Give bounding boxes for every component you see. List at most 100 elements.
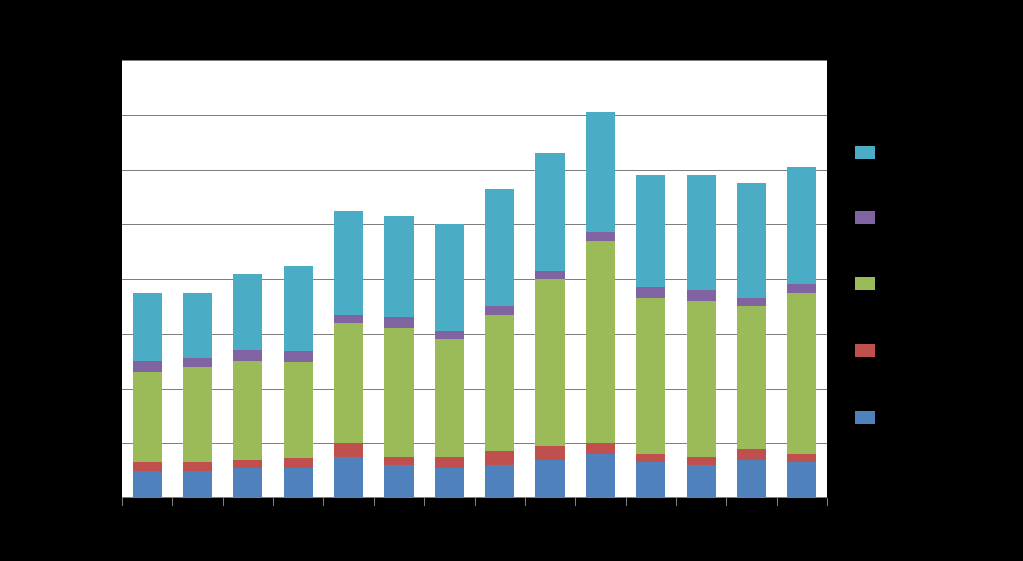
bar-segment-s3	[183, 367, 212, 463]
legend-swatch-s2	[855, 344, 875, 357]
x-tick	[273, 498, 274, 506]
bars-container	[122, 60, 827, 498]
bar-segment-s5	[133, 293, 162, 361]
x-tick	[525, 498, 526, 506]
bar-segment-s3	[485, 315, 514, 452]
bar-segment-s4	[233, 350, 262, 361]
bar-segment-s4	[133, 361, 162, 372]
bar-segment-s1	[133, 471, 162, 498]
bar-segment-s2	[435, 457, 464, 468]
bar-segment-s3	[435, 339, 464, 457]
bar	[636, 175, 665, 498]
bar-segment-s2	[133, 462, 162, 470]
x-tick	[424, 498, 425, 506]
bar-segment-s4	[737, 298, 766, 306]
legend-swatch-s1	[855, 411, 875, 424]
bar-segment-s5	[687, 175, 716, 290]
bar-segment-s2	[384, 457, 413, 465]
bar-segment-s3	[535, 279, 564, 446]
bar-segment-s4	[183, 358, 212, 366]
plot-inner	[122, 60, 827, 498]
page	[0, 0, 1023, 561]
bar-segment-s3	[687, 301, 716, 457]
x-tick	[626, 498, 627, 506]
x-tick	[726, 498, 727, 506]
legend-swatch-s5	[855, 146, 875, 159]
bar-segment-s1	[535, 460, 564, 498]
bar-segment-s3	[586, 241, 615, 444]
bar-segment-s3	[384, 328, 413, 457]
bar	[133, 293, 162, 498]
bar-segment-s2	[586, 443, 615, 454]
bar-segment-s2	[334, 443, 363, 457]
bar-segment-s2	[737, 449, 766, 460]
bar-segment-s3	[284, 362, 313, 458]
bar-segment-s3	[787, 293, 816, 455]
bar	[183, 293, 212, 498]
bar	[787, 167, 816, 498]
bar-segment-s2	[687, 457, 716, 465]
x-tick	[374, 498, 375, 506]
bar-segment-s1	[435, 468, 464, 498]
bar-segment-s5	[435, 224, 464, 331]
bar-segment-s5	[787, 167, 816, 285]
x-tick	[777, 498, 778, 506]
bar-segment-s3	[737, 306, 766, 448]
bar-segment-s2	[284, 458, 313, 468]
bar-segment-s4	[384, 317, 413, 328]
bar	[687, 175, 716, 498]
bar-segment-s1	[586, 454, 615, 498]
x-tick	[122, 498, 123, 506]
bar-segment-s5	[535, 153, 564, 271]
bar-segment-s4	[485, 306, 514, 314]
bar-segment-s2	[636, 454, 665, 462]
bar-segment-s5	[284, 266, 313, 351]
x-tick	[323, 498, 324, 506]
legend-swatch-s3	[855, 277, 875, 290]
bar-segment-s1	[787, 462, 816, 498]
bar-segment-s5	[586, 112, 615, 232]
bar	[485, 189, 514, 498]
bar-segment-s1	[384, 465, 413, 498]
legend-swatch-s4	[855, 211, 875, 224]
bar-segment-s1	[687, 465, 716, 498]
bar-segment-s1	[334, 457, 363, 498]
bar-segment-s1	[183, 471, 212, 498]
bar-segment-s5	[384, 216, 413, 317]
bar-segment-s4	[535, 271, 564, 279]
bar	[284, 266, 313, 498]
bar	[334, 211, 363, 498]
bar-segment-s5	[485, 189, 514, 307]
x-tick	[172, 498, 173, 506]
bar-segment-s1	[737, 460, 766, 498]
bar-segment-s3	[334, 323, 363, 443]
bar-segment-s3	[233, 361, 262, 460]
bar	[233, 274, 262, 498]
bar-segment-s5	[636, 175, 665, 287]
bar-segment-s2	[183, 462, 212, 470]
bar-segment-s4	[787, 284, 816, 292]
bar-segment-s2	[535, 446, 564, 460]
bar-segment-s4	[435, 331, 464, 339]
bar-segment-s5	[183, 293, 212, 359]
bar	[535, 153, 564, 498]
bar	[435, 224, 464, 498]
bar-segment-s4	[334, 315, 363, 323]
plot-area	[122, 60, 827, 498]
x-tick	[223, 498, 224, 506]
bar-segment-s5	[334, 211, 363, 315]
bar-segment-s2	[485, 451, 514, 465]
x-tick	[575, 498, 576, 506]
bar-segment-s4	[636, 287, 665, 298]
bar-segment-s2	[233, 460, 262, 468]
bar-segment-s3	[133, 372, 162, 462]
x-tick	[827, 498, 828, 506]
bar	[737, 183, 766, 498]
bar-segment-s1	[485, 465, 514, 498]
x-tick	[676, 498, 677, 506]
bar-segment-s5	[737, 183, 766, 298]
bar	[586, 112, 615, 498]
bar-segment-s1	[284, 468, 313, 498]
bar-segment-s3	[636, 298, 665, 454]
bar-segment-s2	[787, 454, 816, 462]
